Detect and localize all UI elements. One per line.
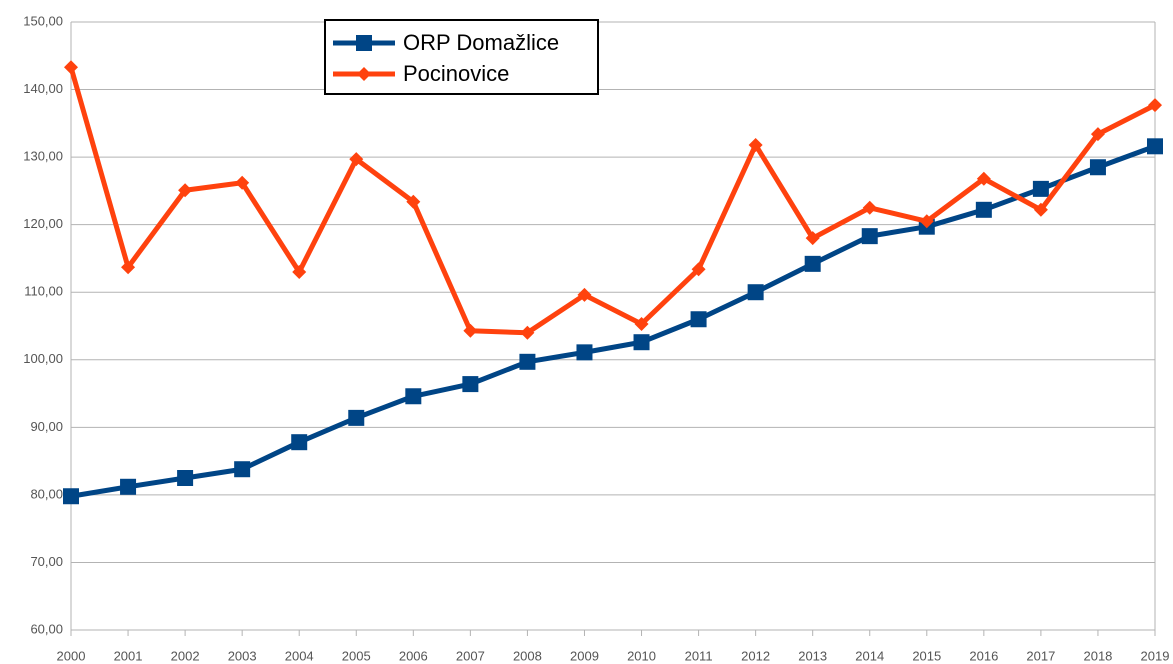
y-tick-label: 140,00 xyxy=(23,81,63,96)
marker xyxy=(463,323,478,338)
marker xyxy=(291,434,308,451)
x-tick-label: 2002 xyxy=(171,648,200,663)
marker xyxy=(292,264,307,279)
marker xyxy=(748,137,763,152)
marker xyxy=(1032,180,1049,197)
x-tick-label: 2015 xyxy=(912,648,941,663)
y-tick-label: 110,00 xyxy=(24,284,63,299)
x-tick-label: 2003 xyxy=(228,648,257,663)
x-tick-label: 2005 xyxy=(342,648,371,663)
marker xyxy=(1148,98,1162,113)
marker xyxy=(976,171,991,186)
marker xyxy=(120,478,137,495)
marker xyxy=(405,388,422,405)
x-tick-label: 2008 xyxy=(513,648,542,663)
marker xyxy=(975,201,992,218)
x-tick-label: 2000 xyxy=(57,648,86,663)
y-tick-label: 90,00 xyxy=(30,419,63,434)
marker xyxy=(747,284,764,301)
marker xyxy=(356,35,372,51)
series-line xyxy=(68,66,1157,336)
marker xyxy=(576,344,593,361)
x-tick-label: 2009 xyxy=(570,648,599,663)
y-tick-label: 120,00 xyxy=(23,216,63,231)
marker xyxy=(234,461,251,478)
marker xyxy=(1033,202,1048,217)
marker xyxy=(862,200,877,215)
marker xyxy=(406,194,421,209)
x-tick-label: 2011 xyxy=(685,648,713,663)
marker xyxy=(1147,138,1163,155)
x-tick-label: 2016 xyxy=(969,648,998,663)
marker xyxy=(63,488,79,505)
marker xyxy=(634,316,649,331)
x-tick-label: 2012 xyxy=(741,648,770,663)
marker xyxy=(121,260,136,275)
y-tick-label: 150,00 xyxy=(23,13,63,28)
marker xyxy=(177,470,194,486)
marker xyxy=(691,262,706,277)
marker xyxy=(348,409,365,426)
marker xyxy=(519,353,536,370)
marker xyxy=(235,175,250,190)
marker xyxy=(357,67,371,81)
x-tick-label: 2017 xyxy=(1026,648,1055,663)
x-tick-label: 2001 xyxy=(114,648,143,663)
legend-label: ORP Domažlice xyxy=(403,30,559,55)
y-tick-label: 80,00 xyxy=(30,486,63,501)
x-tick-label: 2010 xyxy=(627,648,656,663)
y-tick-label: 130,00 xyxy=(23,149,63,164)
marker xyxy=(804,255,821,272)
marker xyxy=(64,60,78,75)
x-tick-label: 2014 xyxy=(855,648,884,663)
marker xyxy=(805,231,820,246)
marker xyxy=(633,334,650,351)
series-line xyxy=(70,143,1156,499)
x-tick-label: 2019 xyxy=(1141,648,1170,663)
marker xyxy=(349,152,364,167)
marker xyxy=(690,311,707,328)
x-tick-label: 2004 xyxy=(285,648,314,663)
y-tick-label: 60,00 xyxy=(30,621,63,636)
y-tick-label: 100,00 xyxy=(23,351,63,366)
legend: ORP Domažlice Pocinovice xyxy=(324,19,599,95)
x-tick-label: 2013 xyxy=(798,648,827,663)
marker xyxy=(861,228,878,245)
marker xyxy=(178,183,193,198)
marker xyxy=(1089,159,1106,176)
y-tick-label: 70,00 xyxy=(30,554,63,569)
x-tick-label: 2018 xyxy=(1083,648,1112,663)
x-tick-label: 2006 xyxy=(399,648,428,663)
legend-label: Pocinovice xyxy=(403,61,509,86)
marker xyxy=(577,287,592,302)
marker xyxy=(919,214,934,229)
marker xyxy=(462,376,479,393)
x-tick-label: 2007 xyxy=(456,648,485,663)
legend-box xyxy=(324,19,599,95)
marker xyxy=(1090,127,1105,142)
marker xyxy=(520,325,535,340)
